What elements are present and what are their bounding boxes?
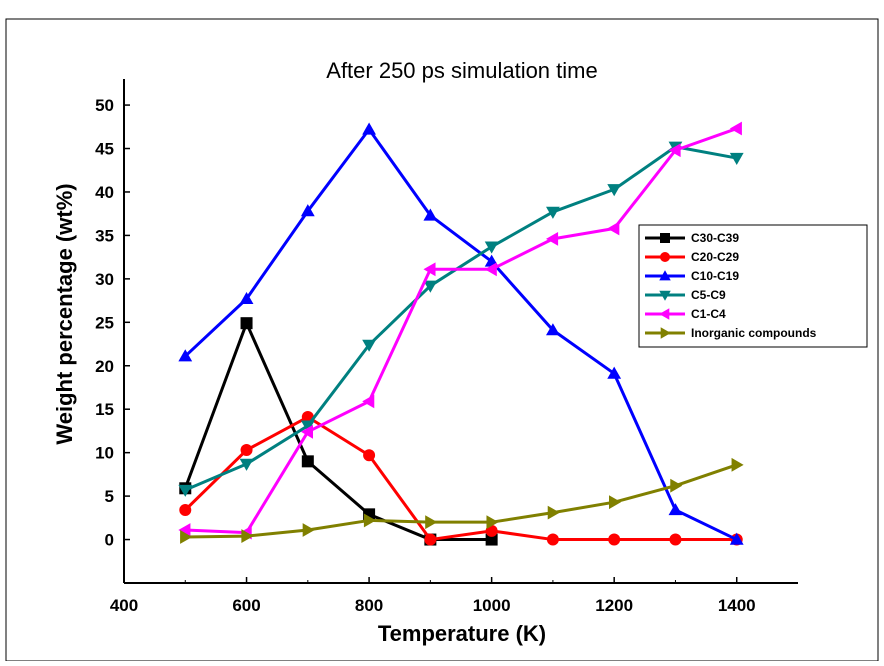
data-point [363, 449, 376, 462]
legend-label: C5-C9 [691, 288, 726, 302]
series-line [184, 145, 737, 492]
data-point [362, 339, 376, 352]
data-point [546, 231, 559, 246]
data-point [240, 444, 253, 457]
data-point [362, 122, 376, 135]
data-point [546, 206, 560, 219]
y-tick-label: 10 [95, 444, 114, 463]
legend-label: C20-C29 [691, 250, 739, 264]
data-point [300, 204, 315, 217]
series-c30-c39 [179, 317, 498, 546]
x-tick-label: 800 [355, 596, 383, 615]
series-c20-c29 [179, 411, 743, 546]
legend-marker [659, 270, 671, 281]
x-axis-title: Temperature (K) [378, 621, 546, 646]
data-point [609, 495, 622, 510]
y-tick-label: 15 [95, 400, 114, 419]
data-point [363, 513, 376, 528]
y-tick-label: 20 [95, 357, 114, 376]
data-point [668, 503, 683, 516]
data-point [240, 317, 253, 330]
series-line [184, 127, 738, 541]
data-point [546, 533, 559, 546]
y-tick-label: 25 [95, 313, 114, 332]
data-point [178, 484, 193, 497]
y-tick-label: 50 [95, 96, 114, 115]
data-point [301, 455, 314, 468]
series-inorganic-compounds [180, 457, 744, 544]
legend-box [638, 224, 868, 348]
legend-marker [660, 233, 670, 243]
data-point [485, 533, 498, 546]
legend-marker [660, 327, 671, 339]
data-point [239, 458, 254, 471]
data-point [425, 515, 438, 530]
y-tick-label: 30 [95, 270, 114, 289]
data-point [180, 530, 193, 544]
data-point [241, 529, 254, 543]
data-point [729, 532, 744, 545]
data-point [547, 505, 560, 520]
legend-marker [660, 252, 670, 262]
data-point [607, 221, 620, 236]
series-line [184, 415, 737, 542]
legend-marker [659, 290, 671, 301]
data-point [731, 457, 744, 472]
legend-marker [659, 308, 670, 320]
data-point [607, 366, 622, 379]
x-tick-label: 1000 [473, 596, 511, 615]
data-point [670, 478, 683, 493]
data-point [669, 533, 682, 546]
legend-label: C30-C39 [691, 231, 739, 245]
series-line [183, 321, 492, 542]
x-tick-label: 600 [232, 596, 260, 615]
data-point [423, 262, 436, 277]
data-point [668, 143, 681, 158]
data-point [363, 508, 376, 521]
y-tick-label: 40 [95, 183, 114, 202]
data-point [608, 533, 621, 546]
data-point [484, 262, 497, 277]
data-point [362, 394, 375, 409]
legend-label: C1-C4 [691, 307, 726, 321]
x-tick-label: 1200 [595, 596, 633, 615]
data-point [485, 524, 498, 537]
data-point [546, 323, 560, 336]
data-point [484, 241, 499, 254]
data-point [178, 349, 193, 362]
y-tick-label: 35 [95, 226, 114, 245]
series-line [185, 463, 738, 539]
x-tick-label: 1400 [718, 596, 756, 615]
data-point [729, 152, 744, 165]
chart-title: After 250 ps simulation time [326, 58, 597, 83]
y-tick-label: 0 [105, 531, 114, 550]
data-point [178, 523, 191, 537]
data-point [729, 121, 742, 136]
data-point [607, 184, 622, 197]
data-point [423, 280, 438, 293]
data-point [300, 420, 315, 433]
data-point [302, 523, 315, 537]
data-point [424, 533, 437, 546]
legend-label: Inorganic compounds [691, 326, 817, 340]
y-tick-label: 45 [95, 140, 114, 159]
data-point [179, 504, 192, 517]
series-c1-c4 [178, 121, 742, 540]
data-point [486, 515, 499, 530]
series-c10-c19 [178, 122, 744, 545]
legend-label: C10-C19 [691, 269, 739, 283]
series-line [185, 127, 738, 535]
data-point [423, 208, 438, 221]
y-axis-title: Weight percentage (wt%) [52, 183, 77, 444]
x-tick-label: 400 [110, 596, 138, 615]
data-point [300, 424, 313, 439]
y-tick-label: 5 [105, 487, 114, 506]
data-point [239, 291, 254, 305]
